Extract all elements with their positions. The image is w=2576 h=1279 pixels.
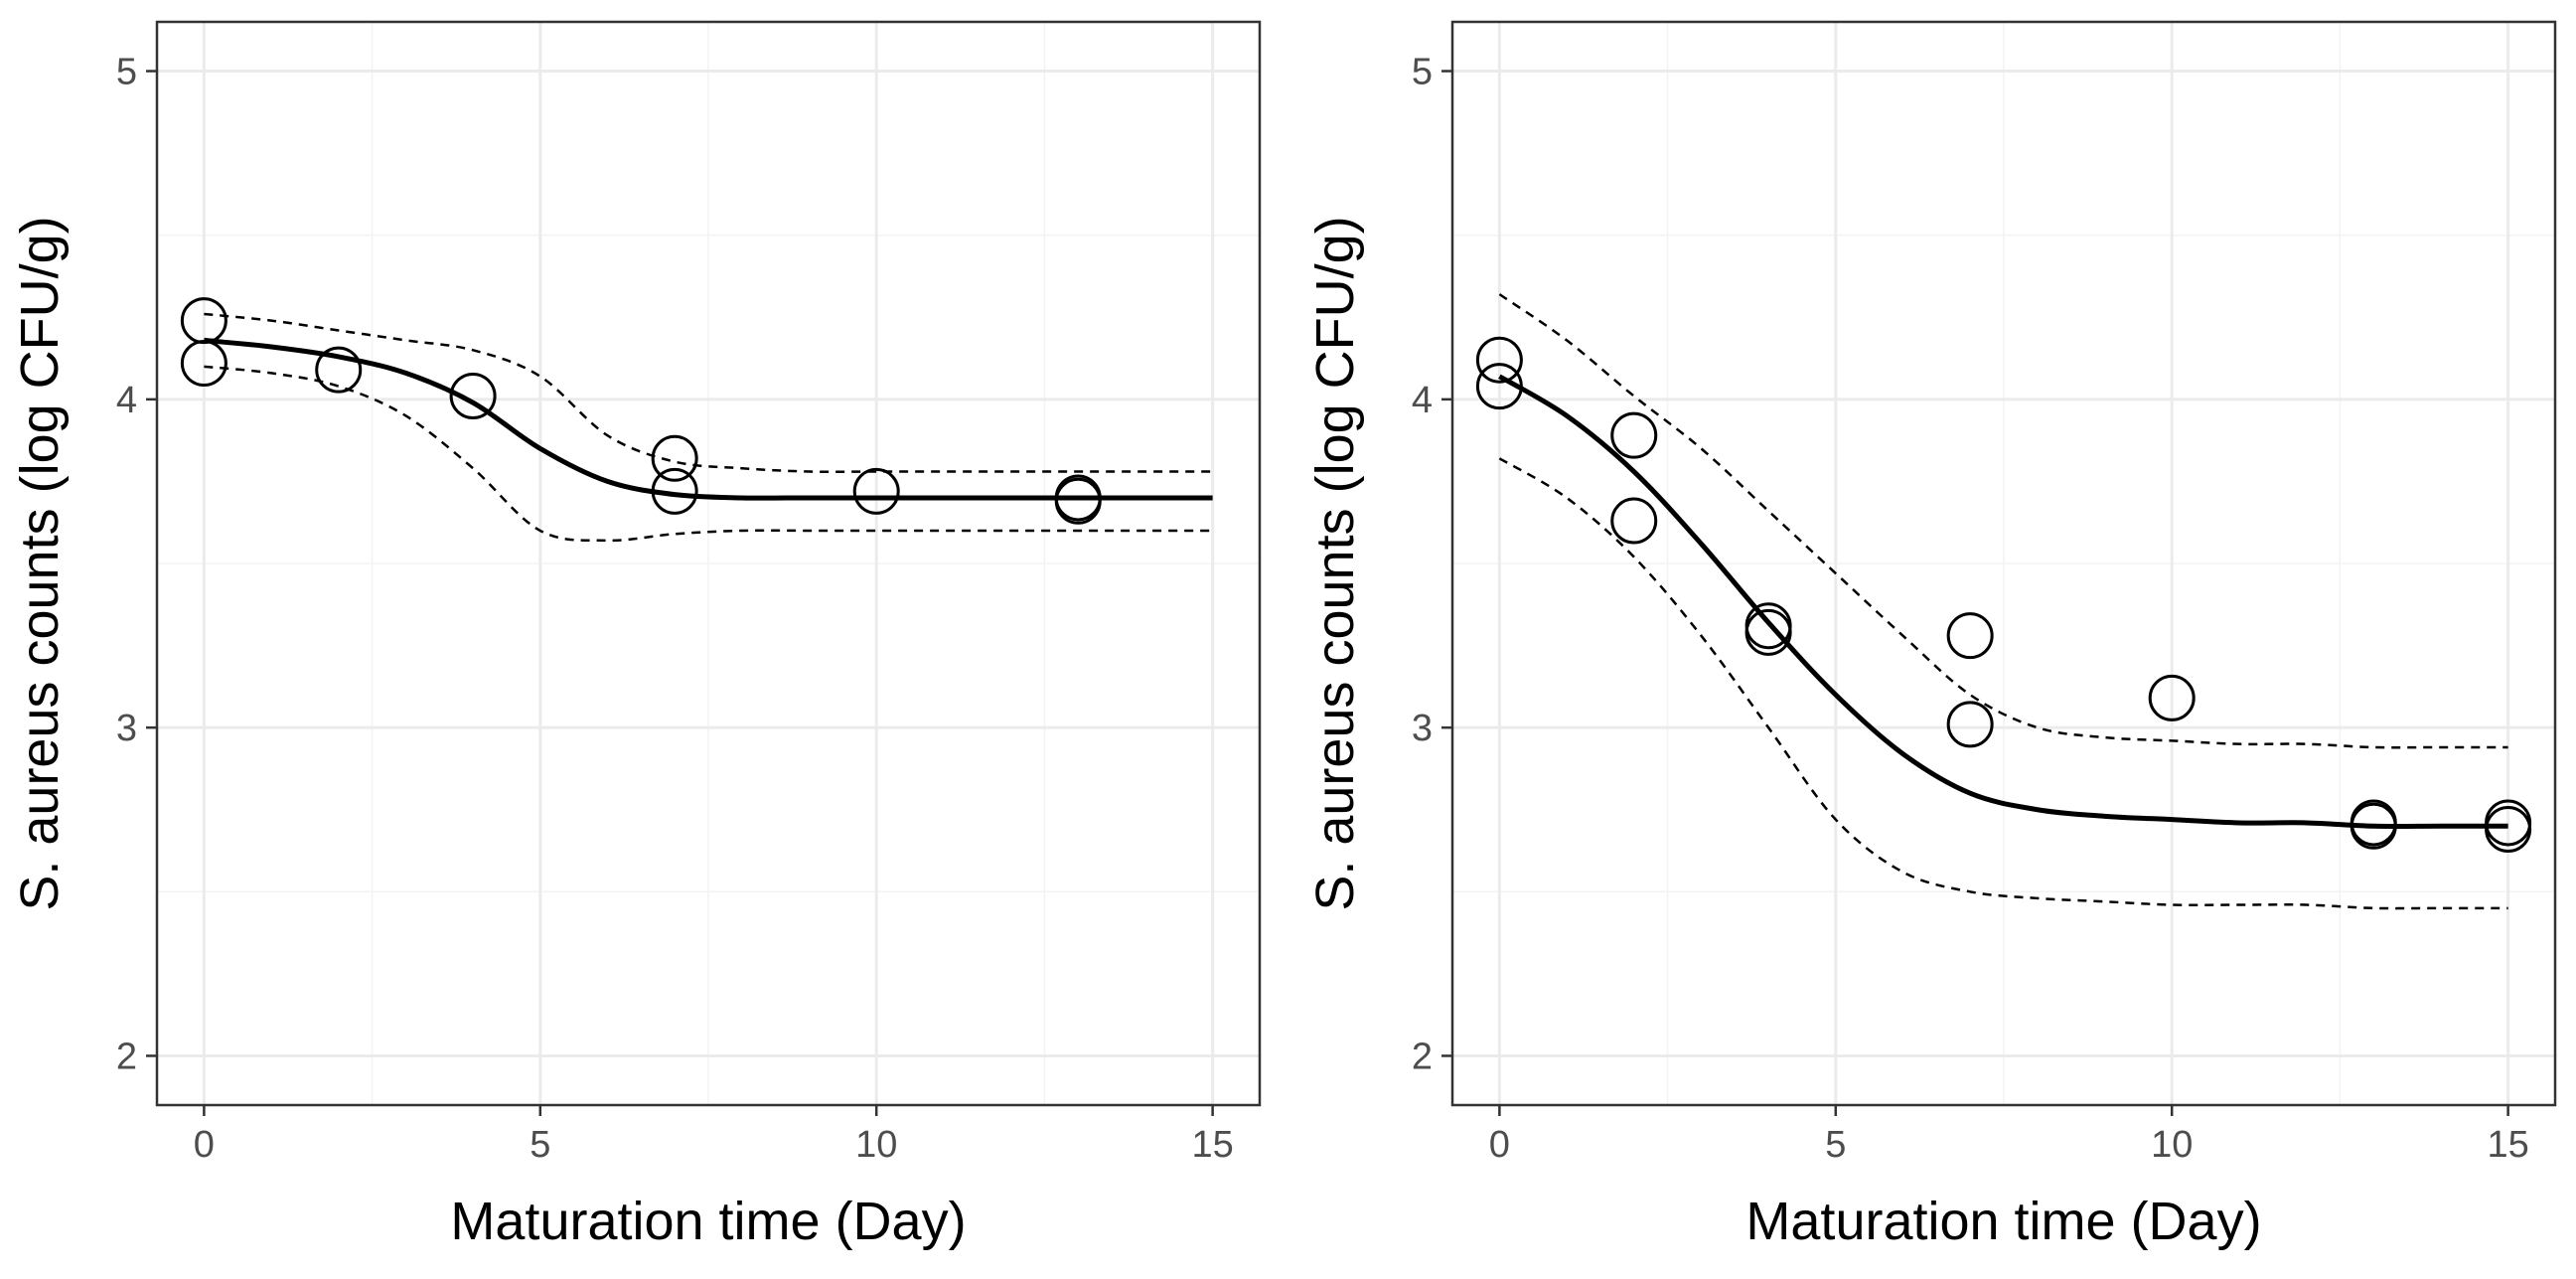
- panel-border: [155, 20, 1262, 1107]
- x-tick-label: 10: [855, 1124, 897, 1166]
- lower-confidence-line: [204, 365, 1213, 543]
- x-tick-label: 0: [194, 1124, 215, 1166]
- lower-confidence-line: [1498, 457, 2508, 910]
- x-tick-label: 15: [2487, 1124, 2528, 1166]
- y-tick-label: 5: [116, 52, 137, 93]
- x-tick-label: 10: [2151, 1124, 2193, 1166]
- y-tick-label: 4: [116, 380, 137, 421]
- upper-confidence-line: [204, 312, 1213, 474]
- panel-2: 0 5 10 15 2 3 4 5 Maturation time (Day) S. aureus…: [1305, 20, 2557, 1251]
- data-point: [1946, 701, 1994, 748]
- data-point: [1054, 477, 1102, 525]
- data-point: [852, 467, 900, 515]
- data-point: [1475, 363, 1523, 410]
- data-point: [2349, 799, 2397, 847]
- data-point: [651, 434, 698, 482]
- y-axis-title: S. aureus counts (log CFU/g): [10, 216, 70, 910]
- x-axis-title: Maturation time (Day): [450, 1192, 966, 1251]
- fitted-curve: [204, 337, 1213, 501]
- x-tick-label: 5: [530, 1124, 550, 1166]
- y-axis-title: S. aureus counts (log CFU/g): [1305, 216, 1365, 910]
- data-point: [2148, 674, 2196, 721]
- y-tick-label: 2: [1412, 1036, 1433, 1077]
- data-point: [315, 346, 363, 394]
- data-point: [1610, 411, 1658, 459]
- y-tick-label: 5: [1412, 52, 1433, 93]
- data-point: [2485, 806, 2532, 854]
- data-point: [1744, 608, 1792, 656]
- x-axis-title: Maturation time (Day): [1745, 1192, 2261, 1251]
- data-point: [1946, 612, 1994, 660]
- y-tick-label: 4: [1412, 380, 1433, 421]
- y-tick-label: 3: [116, 708, 137, 749]
- x-tick-label: 0: [1489, 1124, 1510, 1166]
- y-tick-label: 2: [116, 1036, 137, 1077]
- data-point: [1475, 336, 1523, 384]
- upper-confidence-line: [1498, 293, 2508, 749]
- x-tick-label: 5: [1825, 1124, 1846, 1166]
- panel-1: 0 5 10 15 2 3 4 5 Maturation time (Day) S. aureus…: [10, 20, 1262, 1251]
- data-point: [1610, 497, 1658, 545]
- data-point: [2349, 802, 2397, 850]
- panel-border: [1450, 20, 2557, 1107]
- data-point: [651, 467, 698, 515]
- fitted-curve: [1498, 374, 2508, 829]
- data-point: [180, 340, 227, 388]
- y-tick-label: 3: [1412, 708, 1433, 749]
- x-tick-label: 15: [1191, 1124, 1233, 1166]
- data-point: [449, 373, 497, 420]
